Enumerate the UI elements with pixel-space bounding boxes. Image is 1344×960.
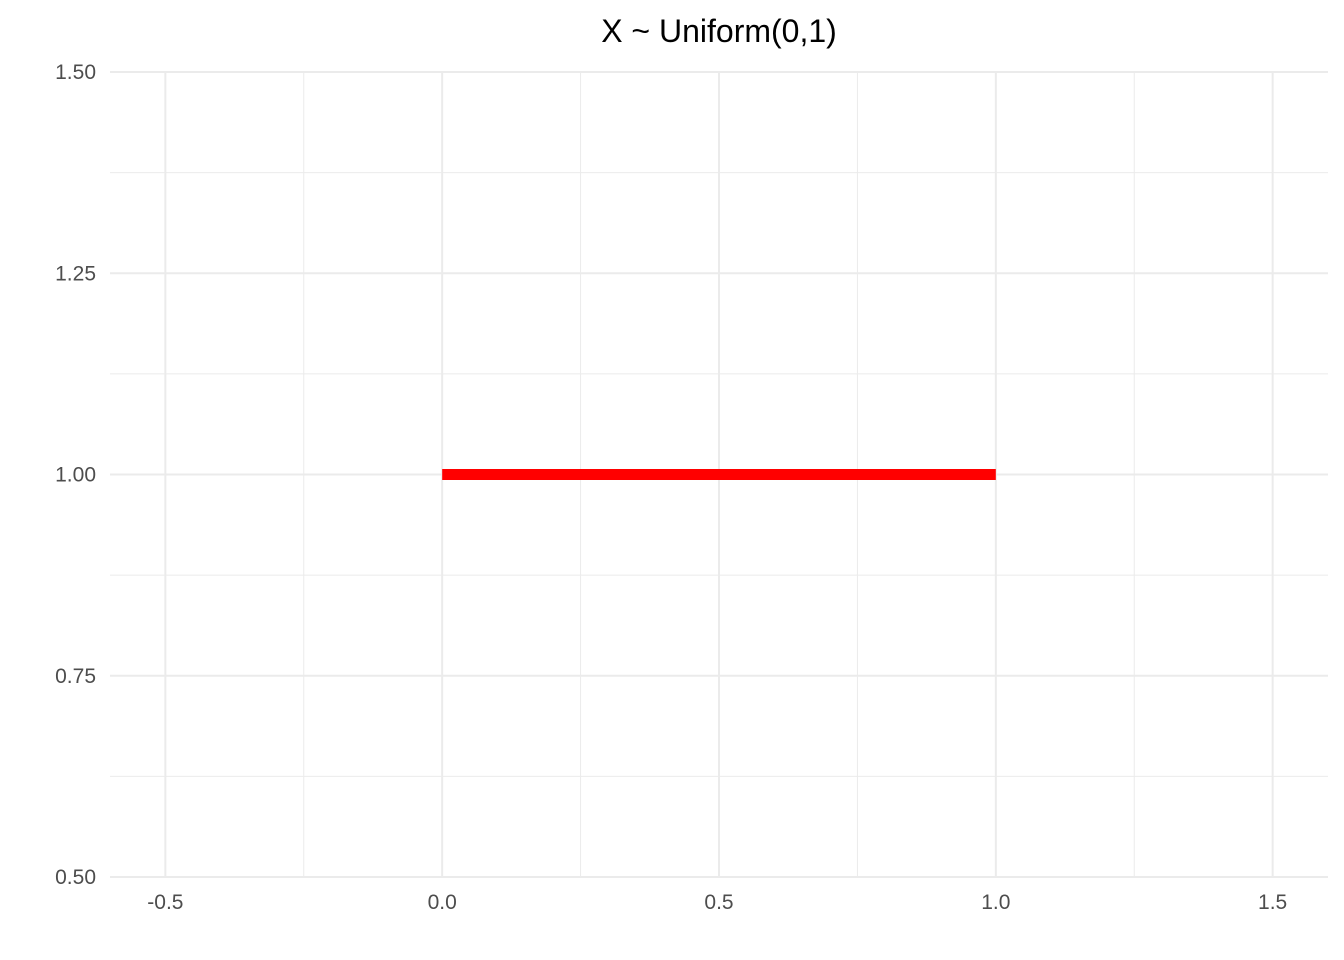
y-tick-label: 0.75 <box>55 665 96 688</box>
y-tick-label: 1.50 <box>55 61 96 84</box>
x-axis-tick-labels: -0.5 0.0 0.5 1.0 1.5 <box>147 891 1287 914</box>
x-tick-label: 1.5 <box>1258 891 1287 914</box>
y-tick-label: 1.25 <box>55 262 96 285</box>
y-axis-tick-labels: 0.50 0.75 1.00 1.25 1.50 <box>55 61 96 889</box>
chart-title: X ~ Uniform(0,1) <box>601 13 837 49</box>
x-tick-label: 0.0 <box>428 891 457 914</box>
y-tick-label: 1.00 <box>55 464 96 487</box>
y-tick-label: 0.50 <box>55 866 96 889</box>
x-tick-label: -0.5 <box>147 891 183 914</box>
x-tick-label: 0.5 <box>704 891 733 914</box>
x-tick-label: 1.0 <box>981 891 1010 914</box>
